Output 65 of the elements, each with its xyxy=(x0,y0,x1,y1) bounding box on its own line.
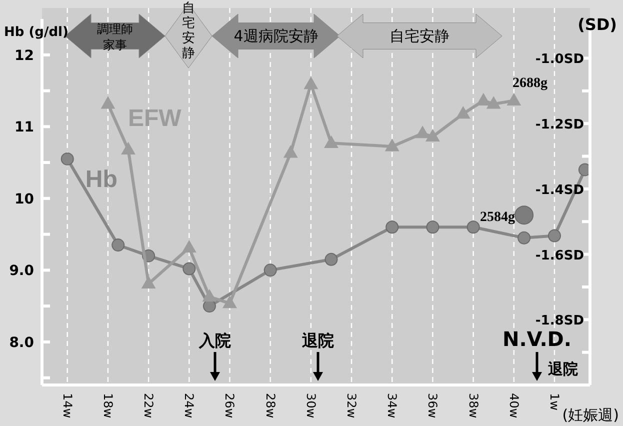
y2-axis-title: (SD) xyxy=(578,15,617,34)
point xyxy=(304,76,318,90)
annotation: 2584g xyxy=(480,210,515,225)
x-tick-label: 30w xyxy=(304,393,318,418)
point xyxy=(264,264,277,277)
x-tick-label: 26w xyxy=(222,393,237,418)
annotation: 入院 xyxy=(198,331,231,350)
series-label: Hb xyxy=(85,166,118,193)
annotation: 自宅安静 xyxy=(182,1,195,61)
point xyxy=(486,96,501,109)
point xyxy=(182,240,196,253)
point xyxy=(141,276,156,288)
annotation: 2688g xyxy=(512,76,548,91)
point xyxy=(324,135,338,148)
annotation: 自宅安静 xyxy=(390,27,450,45)
y2-tick-label: -1.4SD xyxy=(535,182,584,198)
series-label: EFW xyxy=(128,104,182,132)
x-tick-label: 18w xyxy=(100,393,115,418)
point xyxy=(100,96,116,109)
y-tick-label: 9.0 xyxy=(9,263,34,280)
point xyxy=(415,126,430,138)
annotation: 退院 xyxy=(547,360,578,378)
y-tick-label: 12 xyxy=(14,48,34,64)
point xyxy=(121,142,136,155)
point xyxy=(426,128,440,142)
point xyxy=(324,252,338,266)
point xyxy=(202,288,217,302)
annotation: 調理師家事 xyxy=(97,22,133,52)
y-axis-title: Hb (g/dl) xyxy=(4,25,68,40)
point xyxy=(60,152,74,166)
point xyxy=(202,300,216,313)
x-tick-label: 34w xyxy=(385,393,400,418)
point xyxy=(506,92,522,106)
x-tick-label: 32w xyxy=(344,393,359,418)
point xyxy=(182,262,196,276)
y2-tick-label: -1.0SD xyxy=(535,52,584,68)
x-tick-label: 22w xyxy=(142,393,156,418)
y-tick-label: 10 xyxy=(14,191,34,208)
point xyxy=(476,92,491,106)
point xyxy=(384,138,400,152)
x-tick-label: 36w xyxy=(426,393,440,418)
x-tick-label: 24w xyxy=(182,393,196,418)
annotation: N.V.D. xyxy=(502,327,572,351)
point xyxy=(112,238,125,252)
x-tick-label: 14w xyxy=(60,393,74,418)
point xyxy=(386,220,399,234)
point xyxy=(466,220,480,234)
y2-tick-label: -1.2SD xyxy=(535,118,584,133)
point xyxy=(456,106,470,119)
x-tick-label: 38w xyxy=(466,393,480,418)
annotation: 4週病院安静 xyxy=(234,27,318,45)
annotation: 退院 xyxy=(301,331,334,350)
point xyxy=(518,231,531,244)
x-tick-label: 1w xyxy=(547,393,562,411)
x-tick-label: 28w xyxy=(263,393,278,418)
x-axis-title: (妊娠週) xyxy=(562,406,619,424)
point xyxy=(426,220,440,234)
point xyxy=(548,229,561,242)
point xyxy=(283,145,298,158)
y2-tick-label: -1.6SD xyxy=(535,248,584,264)
y2-tick-label: -1.8SD xyxy=(535,314,584,329)
x-tick-label: 40w xyxy=(506,393,521,418)
point xyxy=(222,296,237,308)
y-tick-label: 11 xyxy=(14,120,34,136)
y-tick-label: 8.0 xyxy=(9,334,34,351)
